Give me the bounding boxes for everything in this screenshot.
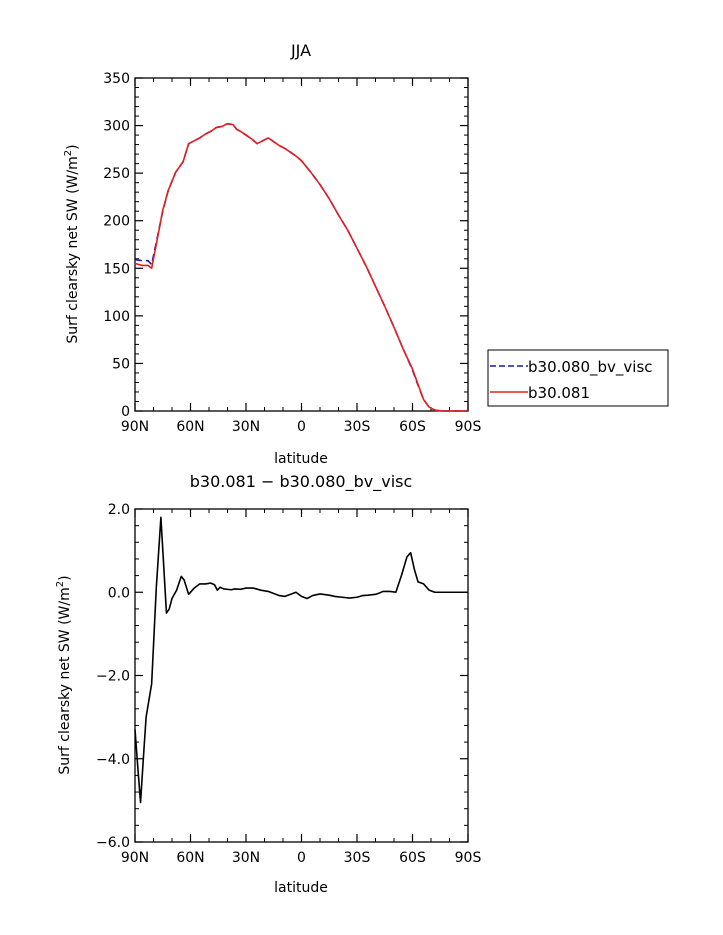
y-tick-label: 50 <box>112 356 130 372</box>
top-chart-title: JJA <box>290 41 311 60</box>
top-plot-frame <box>134 77 469 412</box>
x-tick-label: 0 <box>297 850 306 866</box>
y-tick-label: 150 <box>103 261 130 277</box>
x-tick-label: 90N <box>121 850 149 866</box>
y-tick-label: 0.0 <box>108 585 130 601</box>
y-tick-label: 300 <box>103 119 130 135</box>
bottom-x-axis-label: latitude <box>274 880 328 896</box>
bottom-axis-ticks: 90N 60N 30N 0 30S 60S 90S 2.0 0.0 −2.0 −4.0 −6.0 <box>96 502 481 866</box>
top-y-axis-label: Surf clearsky net SW (W/m2) <box>63 144 81 343</box>
series-line-difference <box>134 516 468 804</box>
bottom-chart-title: b30.081 − b30.080_bv_visc <box>190 472 413 492</box>
y-tick-label: −6.0 <box>96 835 130 851</box>
x-tick-label: 60S <box>399 419 426 435</box>
y-tick-label: 2.0 <box>108 502 130 518</box>
x-tick-label: 30S <box>344 850 371 866</box>
y-tick-label: −2.0 <box>96 669 130 685</box>
bottom-series-lines <box>134 516 468 804</box>
y-tick-label: 350 <box>103 71 130 87</box>
y-tick-label: 200 <box>103 214 130 230</box>
top-x-axis-label: latitude <box>274 451 328 467</box>
top-axis-ticks: 90N 60N 30N 0 30S 60S 90S 0 50 100 150 200 250 300 350 <box>103 71 481 435</box>
y-tick-label: −4.0 <box>96 752 130 768</box>
y-tick-label: 250 <box>103 166 130 182</box>
top-series-lines <box>134 122 468 412</box>
y-tick-label: 0 <box>121 404 130 420</box>
x-tick-label: 0 <box>297 419 306 435</box>
bottom-panel: b30.081 − b30.080_bv_visc 90N 60N 30N 0 30S 6… <box>55 472 481 896</box>
legend-label-b30-081: b30.081 <box>528 384 590 402</box>
x-tick-label: 30N <box>232 419 260 435</box>
x-tick-label: 30S <box>344 419 371 435</box>
y-tick-label: 100 <box>103 309 130 325</box>
bottom-plot-frame <box>134 508 469 843</box>
bottom-y-axis-label: Surf clearsky net SW (W/m2) <box>55 575 73 774</box>
x-tick-label: 60S <box>399 850 426 866</box>
x-tick-label: 90S <box>455 419 482 435</box>
x-tick-label: 30N <box>232 850 260 866</box>
legend-label-b30-080: b30.080_bv_visc <box>528 358 653 377</box>
series-line-b30-080-bv-visc <box>134 122 468 412</box>
series-line-b30-081 <box>134 122 468 412</box>
top-panel: JJA 90N 60N 30N 0 30S 60S 90S 0 50 100 150 200 250 30… <box>63 41 481 467</box>
legend-box <box>487 349 669 407</box>
legend: b30.080_bv_visc b30.081 <box>487 349 669 407</box>
x-tick-label: 90S <box>455 850 482 866</box>
x-tick-label: 90N <box>121 419 149 435</box>
x-tick-label: 60N <box>176 850 204 866</box>
x-tick-label: 60N <box>176 419 204 435</box>
